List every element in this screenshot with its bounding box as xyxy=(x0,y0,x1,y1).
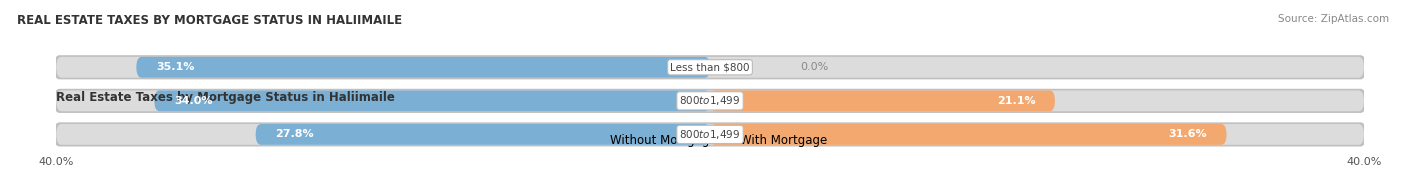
FancyBboxPatch shape xyxy=(56,90,1364,111)
FancyBboxPatch shape xyxy=(256,124,710,145)
Text: Real Estate Taxes by Mortgage Status in Haliimaile: Real Estate Taxes by Mortgage Status in … xyxy=(56,91,395,104)
Text: 35.1%: 35.1% xyxy=(156,62,194,72)
FancyBboxPatch shape xyxy=(56,124,1364,145)
Text: $800 to $1,499: $800 to $1,499 xyxy=(679,94,741,107)
FancyBboxPatch shape xyxy=(710,90,1054,111)
Text: 21.1%: 21.1% xyxy=(997,96,1035,106)
Text: REAL ESTATE TAXES BY MORTGAGE STATUS IN HALIIMAILE: REAL ESTATE TAXES BY MORTGAGE STATUS IN … xyxy=(17,14,402,27)
Text: $800 to $1,499: $800 to $1,499 xyxy=(679,128,741,141)
Text: 34.0%: 34.0% xyxy=(174,96,212,106)
FancyBboxPatch shape xyxy=(53,122,1367,146)
Text: Source: ZipAtlas.com: Source: ZipAtlas.com xyxy=(1278,14,1389,24)
Text: 27.8%: 27.8% xyxy=(276,129,314,139)
FancyBboxPatch shape xyxy=(53,89,1367,113)
FancyBboxPatch shape xyxy=(136,57,710,78)
FancyBboxPatch shape xyxy=(56,57,1364,78)
FancyBboxPatch shape xyxy=(53,55,1367,79)
FancyBboxPatch shape xyxy=(710,124,1226,145)
Text: Less than $800: Less than $800 xyxy=(671,62,749,72)
Legend: Without Mortgage, With Mortgage: Without Mortgage, With Mortgage xyxy=(588,129,832,151)
FancyBboxPatch shape xyxy=(155,90,710,111)
Text: 31.6%: 31.6% xyxy=(1168,129,1206,139)
Text: 0.0%: 0.0% xyxy=(800,62,828,72)
